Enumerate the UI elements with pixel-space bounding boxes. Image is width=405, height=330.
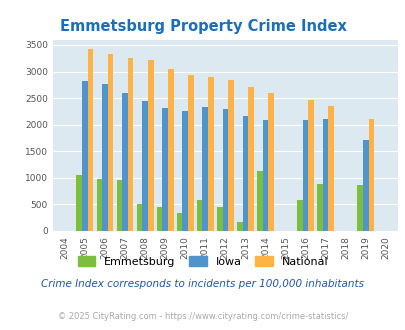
Bar — [142, 101, 147, 231]
Bar — [302, 120, 308, 231]
Bar — [116, 180, 122, 231]
Bar — [247, 87, 253, 231]
Bar — [256, 172, 262, 231]
Bar — [237, 222, 242, 231]
Bar — [368, 119, 373, 231]
Bar — [196, 200, 202, 231]
Bar — [268, 93, 273, 231]
Bar — [156, 207, 162, 231]
Bar — [207, 77, 213, 231]
Bar — [162, 108, 168, 231]
Bar — [102, 84, 107, 231]
Bar — [316, 184, 322, 231]
Bar — [128, 58, 133, 231]
Bar — [168, 69, 173, 231]
Bar — [107, 54, 113, 231]
Bar — [308, 100, 313, 231]
Bar — [82, 81, 87, 231]
Bar — [262, 120, 268, 231]
Bar — [188, 75, 193, 231]
Bar — [147, 60, 153, 231]
Bar — [122, 93, 128, 231]
Bar — [136, 204, 142, 231]
Text: Emmetsburg Property Crime Index: Emmetsburg Property Crime Index — [60, 19, 345, 34]
Bar — [216, 207, 222, 231]
Bar — [222, 109, 228, 231]
Bar — [356, 185, 362, 231]
Bar — [76, 175, 82, 231]
Bar — [242, 115, 247, 231]
Bar — [182, 112, 188, 231]
Bar — [296, 200, 302, 231]
Text: Crime Index corresponds to incidents per 100,000 inhabitants: Crime Index corresponds to incidents per… — [41, 279, 364, 289]
Bar — [362, 140, 368, 231]
Bar — [228, 80, 233, 231]
Bar — [328, 106, 333, 231]
Text: © 2025 CityRating.com - https://www.cityrating.com/crime-statistics/: © 2025 CityRating.com - https://www.city… — [58, 312, 347, 321]
Bar — [176, 214, 182, 231]
Legend: Emmetsburg, Iowa, National: Emmetsburg, Iowa, National — [73, 251, 332, 271]
Bar — [202, 107, 208, 231]
Bar — [96, 179, 102, 231]
Bar — [322, 119, 328, 231]
Bar — [87, 49, 93, 231]
